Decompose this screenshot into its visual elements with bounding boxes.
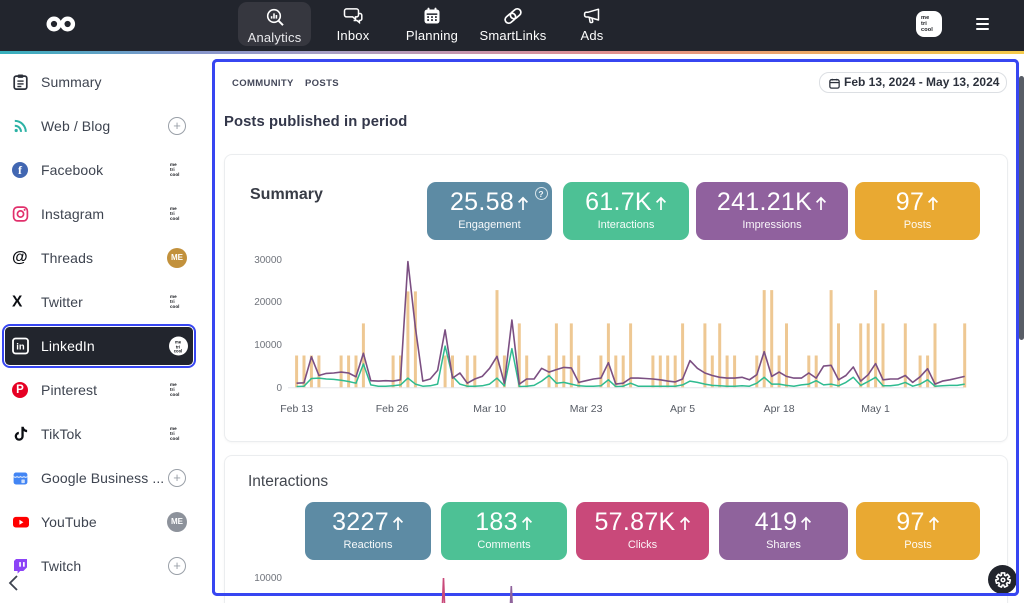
svg-text:in: in [16, 342, 25, 353]
